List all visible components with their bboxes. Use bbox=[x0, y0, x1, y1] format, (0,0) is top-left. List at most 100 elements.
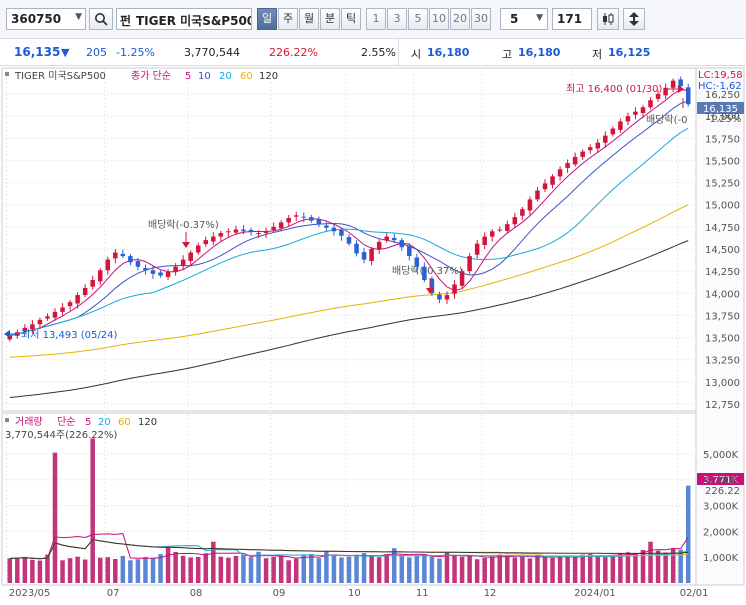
search-button[interactable] bbox=[89, 8, 113, 30]
candle-up bbox=[565, 163, 570, 168]
candle-down bbox=[135, 260, 141, 267]
candle-up bbox=[535, 190, 540, 200]
candle-down bbox=[120, 253, 126, 257]
volume-bar bbox=[143, 556, 148, 583]
price-tick-label: 13,500 bbox=[705, 334, 740, 345]
price-tick-label: 12,750 bbox=[705, 400, 740, 411]
price-tick-label: 14,750 bbox=[705, 223, 740, 234]
low-value: 16,125 bbox=[608, 46, 651, 59]
candle-up bbox=[603, 135, 608, 143]
volume-bar bbox=[422, 554, 427, 583]
volume-bar bbox=[444, 552, 450, 583]
bars-count-input[interactable]: 171 bbox=[552, 8, 592, 30]
candle-down bbox=[128, 256, 133, 263]
chevron-down-icon[interactable]: ▼ bbox=[75, 12, 82, 22]
price-legend-ma60: 60 bbox=[240, 71, 253, 82]
volume-bar bbox=[271, 556, 276, 583]
candle-up bbox=[52, 311, 58, 318]
time-axis-label: 09 bbox=[273, 588, 286, 599]
candle-down bbox=[678, 79, 683, 87]
candle-up bbox=[75, 295, 80, 304]
volume-bar bbox=[407, 557, 412, 583]
volume-bar bbox=[640, 549, 646, 583]
stock-chart[interactable]: TIGER 미국S&P500 종가 단순 5 10 20 60 120 최고 1… bbox=[0, 66, 746, 605]
last-price-tag-text: 16,135 bbox=[703, 104, 738, 115]
search-icon bbox=[95, 13, 108, 26]
candle-width-button[interactable] bbox=[597, 8, 619, 30]
candle-down bbox=[361, 252, 367, 260]
interval-30-button[interactable]: 30 bbox=[471, 8, 491, 30]
price-tick-label: 15,750 bbox=[705, 134, 740, 145]
volume-bar bbox=[633, 553, 638, 583]
volume-bar bbox=[293, 558, 299, 583]
vertical-scale-button[interactable] bbox=[623, 8, 645, 30]
volume-bar bbox=[459, 556, 465, 583]
count-select[interactable]: 5 ▼ bbox=[500, 8, 548, 30]
tab-daily[interactable]: 일 bbox=[257, 8, 277, 30]
candle-up bbox=[648, 100, 653, 108]
volume-info: 3,770,544주(226.22%) bbox=[5, 430, 117, 441]
volume-bar bbox=[195, 556, 201, 583]
volume-bar bbox=[301, 555, 307, 583]
volume-ma120-line bbox=[9, 538, 689, 560]
candle-down bbox=[324, 225, 329, 228]
dividend-annotation-2: 배당락(-0.37%) bbox=[392, 265, 463, 277]
interval-10-button[interactable]: 10 bbox=[429, 8, 449, 30]
candle-up bbox=[22, 327, 28, 331]
candle-up bbox=[467, 256, 472, 272]
price-tick-label: 13,750 bbox=[705, 311, 740, 322]
volume-bar bbox=[120, 555, 126, 583]
volume-bar bbox=[90, 438, 95, 583]
candle-up bbox=[271, 226, 276, 230]
volume-bar bbox=[354, 554, 359, 583]
volume-bar bbox=[339, 557, 344, 583]
volume-bar bbox=[535, 555, 540, 583]
price-tick-label: 14,250 bbox=[705, 267, 740, 278]
candle-up bbox=[278, 222, 284, 229]
time-axis-label: 08 bbox=[190, 588, 203, 599]
low-arrowhead-icon bbox=[4, 330, 10, 338]
candle-down bbox=[346, 237, 352, 244]
price-legend-ma-label: 종가 단순 bbox=[131, 70, 171, 82]
interval-5-button[interactable]: 5 bbox=[408, 8, 428, 30]
interval-20-button[interactable]: 20 bbox=[450, 8, 470, 30]
tab-monthly[interactable]: 월 bbox=[299, 8, 319, 30]
candle-down bbox=[309, 217, 314, 221]
candle-up bbox=[105, 259, 111, 271]
candle-up bbox=[369, 249, 374, 261]
chevron-down-icon[interactable]: ▼ bbox=[536, 13, 543, 23]
stock-code-value: 360750 bbox=[11, 12, 62, 26]
low-annotation: 최저 13,493 (05/24) bbox=[21, 329, 117, 341]
volume-bar bbox=[22, 556, 28, 583]
ma120-line bbox=[9, 240, 689, 398]
volume-bar bbox=[384, 554, 389, 583]
volume-bar bbox=[685, 485, 691, 583]
stock-code-input[interactable]: 360750 ▼ bbox=[6, 8, 86, 30]
candle-down bbox=[331, 227, 337, 232]
volume-bar bbox=[241, 554, 246, 583]
candle-up bbox=[474, 243, 480, 255]
volume-tick-label: 5,000K bbox=[703, 450, 739, 461]
volume-bar bbox=[565, 556, 570, 583]
interval-1-button[interactable]: 1 bbox=[366, 8, 386, 30]
ma10-line bbox=[9, 100, 689, 337]
price-tick-label: 15,250 bbox=[705, 179, 740, 190]
candle-up bbox=[82, 287, 88, 296]
last-volume-tag-text: 3,771K bbox=[703, 475, 739, 486]
price-tick-label: 13,250 bbox=[705, 356, 740, 367]
candle-up bbox=[37, 319, 43, 325]
open-label: 시 bbox=[411, 48, 422, 61]
candle-down bbox=[354, 243, 359, 254]
price-legend-name: TIGER 미국S&P500 bbox=[14, 70, 106, 82]
candle-up bbox=[256, 233, 261, 235]
tab-minute[interactable]: 분 bbox=[320, 8, 340, 30]
tab-tick[interactable]: 틱 bbox=[341, 8, 361, 30]
pct-change-label: -1.25% bbox=[706, 114, 741, 125]
volume-bar bbox=[226, 557, 231, 583]
candle-up bbox=[625, 116, 631, 122]
interval-3-button[interactable]: 3 bbox=[387, 8, 407, 30]
stock-name-field[interactable]: 펀 TIGER 미국S&P500 bbox=[116, 8, 252, 30]
tab-weekly[interactable]: 주 bbox=[278, 8, 298, 30]
candle-up bbox=[580, 151, 585, 157]
candle-up bbox=[263, 231, 269, 234]
